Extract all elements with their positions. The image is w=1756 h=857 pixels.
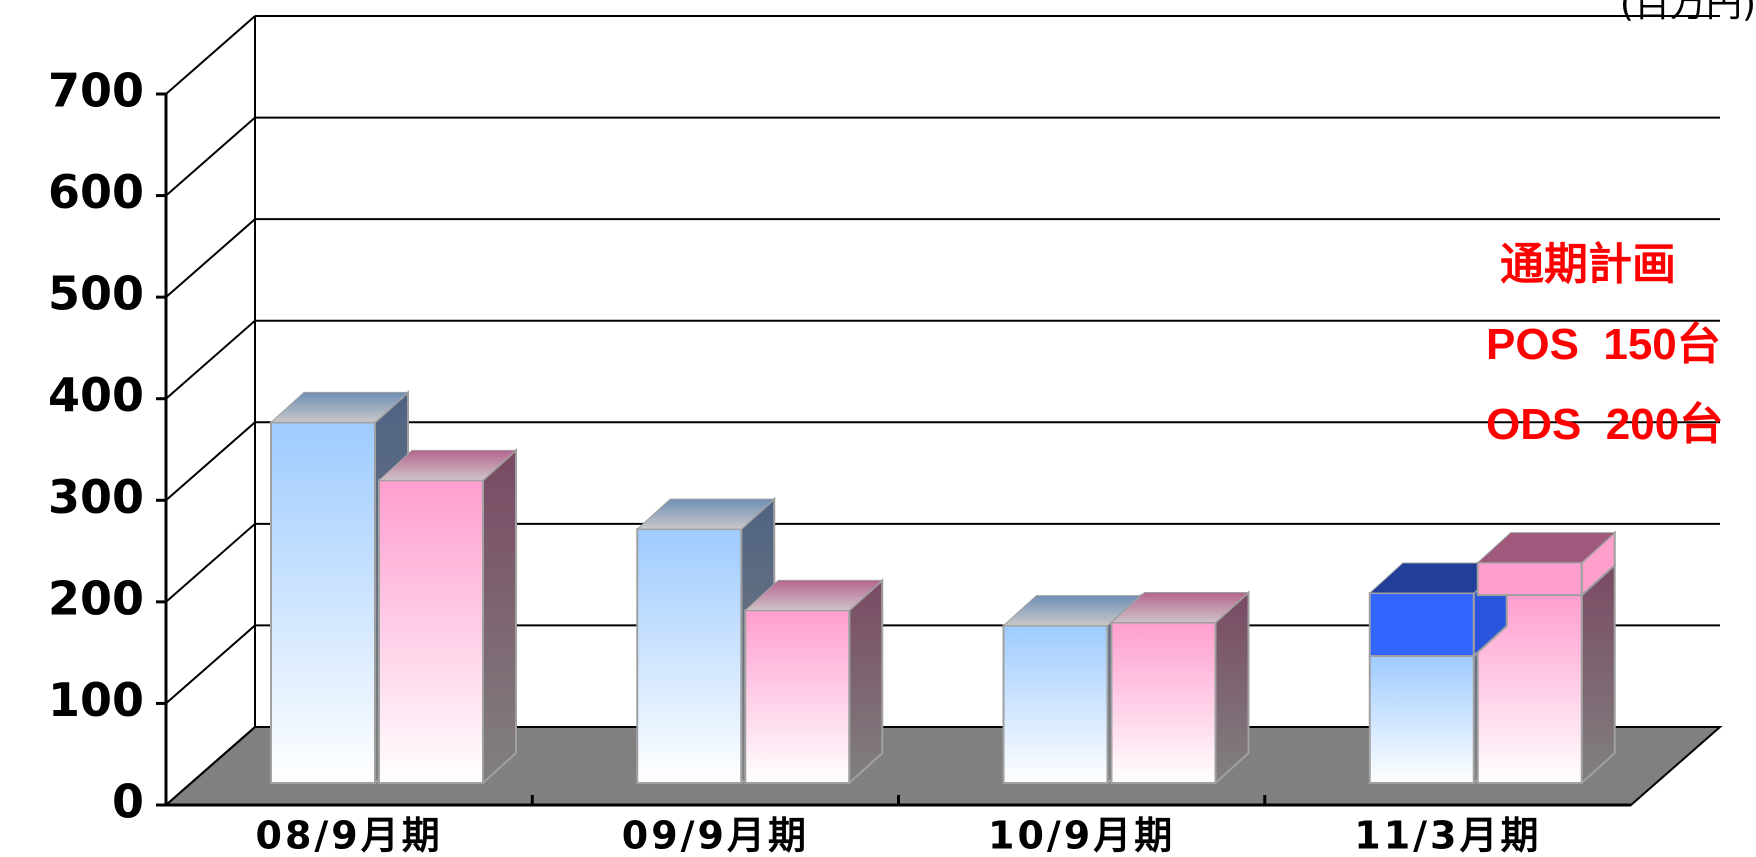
bar-1-0-front [378,479,484,784]
y-tick-label: 300 [48,470,144,524]
y-tick-label: 0 [112,775,144,829]
side-gridline [165,15,256,95]
bar-1-1-side [848,578,884,786]
grid-layer [156,15,1720,807]
bar-0-0-front [270,421,376,784]
bar-0-0-top [269,391,410,423]
bar-0-1-front [636,528,743,784]
side-gridline [165,319,256,400]
xtick-layer: 08/9月期 09/9月期 10/9月期 11/3月期 [256,814,1541,857]
bar-1-0-top [377,449,518,481]
x-tick-label: 08/9月期 [256,814,443,857]
y-tick-label: 500 [48,267,144,321]
plan-segment-0-front [1368,592,1475,658]
plan-segment-1-front [1476,561,1583,597]
bar-0-3-front [1368,655,1475,784]
side-gridline [165,624,256,705]
bar-1-3-side [1580,562,1616,786]
y-tick-label: 700 [48,64,144,118]
y-tick-label: 600 [48,165,144,219]
tick-layer: 0 100 200 300 400 500 600 700 [48,64,144,829]
plan-annotation-title: 通期計画 [1500,240,1676,289]
bar-1-2 [1110,590,1250,786]
side-gridline [165,726,256,806]
bar-1-0-side [482,448,517,786]
y-tick-label: 100 [48,673,144,727]
x-tick-label: 11/3月期 [1354,814,1541,857]
unit-label: (百万円) [1620,0,1756,25]
side-gridline [165,116,256,197]
bar-1-2-front [1110,621,1217,785]
bar-1-2-top [1110,592,1250,624]
bar-0-2-front [1002,624,1109,784]
side-gridline [165,421,256,502]
bar-0-1-top [635,498,776,530]
bar-1-1-top [743,579,884,611]
x-tick-label: 10/9月期 [988,814,1175,857]
bar-0-1 [635,496,776,786]
plan-annotation-pos: POS 150台 [1486,320,1721,369]
bar-layer [269,390,1617,786]
bar-1-1 [743,578,884,786]
side-gridline [165,523,256,603]
bar-1-1-front [744,609,851,784]
bar-1-2-side [1214,590,1250,786]
plan-annotation-ods: ODS 200台 [1486,400,1724,449]
side-gridline [165,218,256,298]
plan-segment-1-top [1476,532,1617,564]
y-tick-label: 200 [48,571,144,625]
plan-segment-1 [1476,530,1617,598]
bar-1-3-front [1476,594,1583,784]
x-tick-label: 09/9月期 [622,814,809,857]
bar-1-0 [377,448,518,786]
y-tick-label: 400 [48,368,144,422]
